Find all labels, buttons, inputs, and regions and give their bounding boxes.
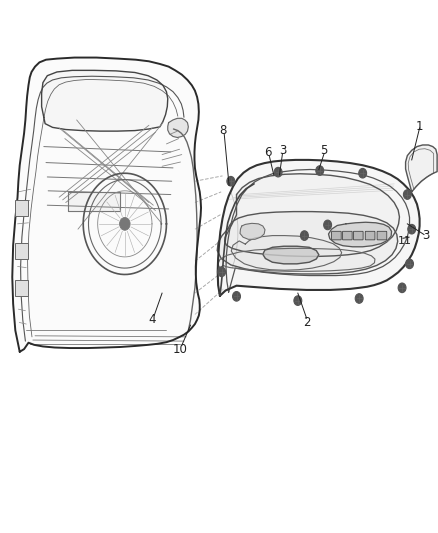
Text: 11: 11	[398, 236, 412, 246]
Polygon shape	[240, 223, 265, 239]
Text: 2: 2	[303, 316, 311, 329]
Text: 1: 1	[416, 120, 424, 133]
Circle shape	[324, 220, 332, 230]
Circle shape	[300, 231, 308, 240]
Bar	[15, 243, 28, 259]
FancyBboxPatch shape	[365, 231, 375, 240]
Polygon shape	[263, 246, 319, 264]
Polygon shape	[406, 145, 437, 192]
Circle shape	[274, 167, 282, 177]
Circle shape	[355, 294, 363, 303]
Text: 6: 6	[264, 147, 272, 159]
Circle shape	[294, 296, 302, 305]
Bar	[15, 280, 28, 296]
Circle shape	[227, 176, 235, 186]
Text: 8: 8	[219, 124, 226, 137]
Polygon shape	[217, 212, 398, 274]
Polygon shape	[231, 236, 342, 270]
Circle shape	[233, 292, 240, 301]
Polygon shape	[168, 118, 188, 138]
Circle shape	[398, 283, 406, 293]
Circle shape	[406, 259, 413, 269]
Circle shape	[218, 267, 226, 277]
FancyBboxPatch shape	[343, 231, 352, 240]
Text: 3: 3	[279, 144, 286, 157]
FancyBboxPatch shape	[353, 231, 363, 240]
FancyBboxPatch shape	[377, 231, 387, 240]
Bar	[15, 200, 28, 216]
Circle shape	[359, 168, 367, 178]
Text: 5: 5	[321, 144, 328, 157]
Circle shape	[316, 166, 324, 175]
Circle shape	[408, 224, 416, 234]
Text: 10: 10	[173, 343, 188, 356]
FancyBboxPatch shape	[332, 231, 341, 240]
Text: 3: 3	[422, 229, 429, 242]
Polygon shape	[218, 248, 375, 271]
Circle shape	[120, 217, 130, 230]
Polygon shape	[42, 70, 168, 131]
Polygon shape	[218, 160, 420, 296]
Text: 4: 4	[148, 313, 156, 326]
Polygon shape	[68, 192, 120, 211]
Polygon shape	[12, 58, 201, 352]
Polygon shape	[328, 222, 392, 247]
Polygon shape	[225, 174, 399, 256]
Circle shape	[403, 190, 411, 199]
